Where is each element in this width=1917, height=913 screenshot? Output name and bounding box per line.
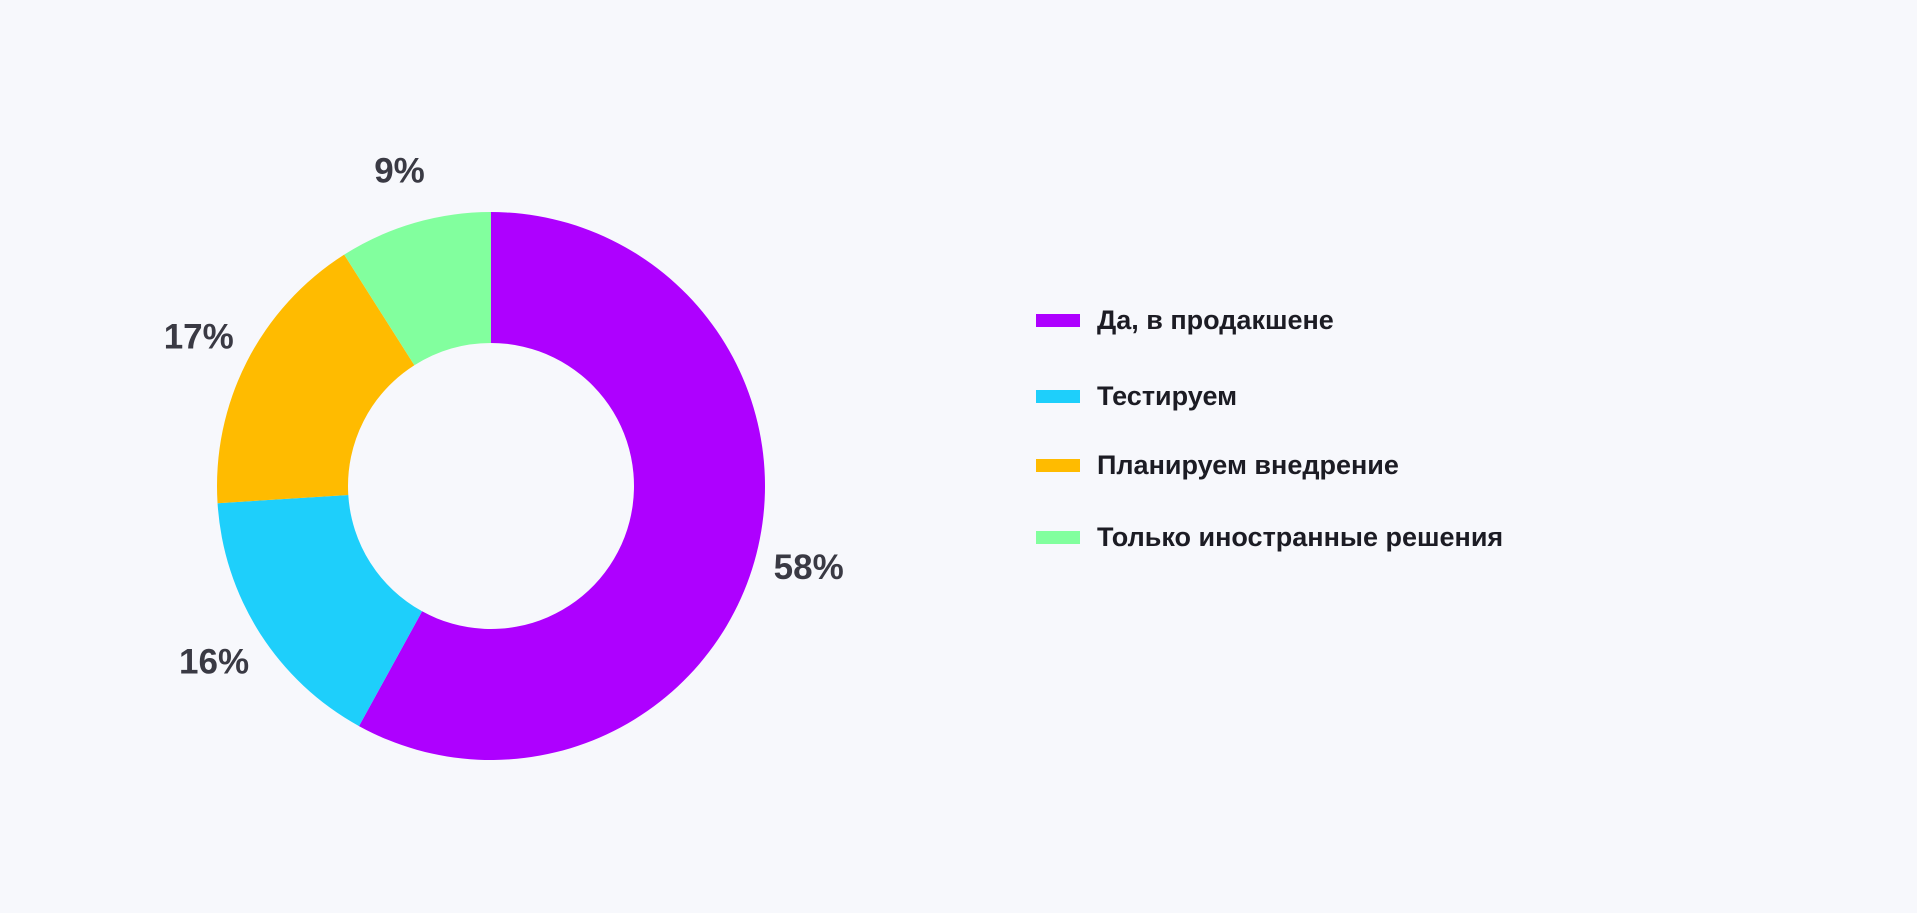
donut-slice-testing bbox=[217, 494, 423, 727]
legend-label: Тестируем bbox=[1097, 380, 1238, 411]
legend-swatch bbox=[1036, 530, 1080, 544]
legend-swatch bbox=[1036, 313, 1080, 327]
legend-item-production: Да, в продакшене bbox=[1036, 298, 1503, 342]
legend-item-planning: Планируем внедрение bbox=[1036, 443, 1503, 487]
legend-label: Только иностранные решения bbox=[1097, 521, 1504, 552]
legend-item-foreign-only: Только иностранные решения bbox=[1036, 515, 1503, 559]
donut-value-labels: 58% 16% 17% 9% bbox=[164, 152, 844, 682]
value-label-testing: 16% bbox=[179, 642, 249, 681]
donut-slices bbox=[217, 212, 765, 760]
legend-label: Планируем внедрение bbox=[1097, 449, 1399, 480]
value-label-foreign-only: 9% bbox=[374, 152, 425, 191]
value-label-production: 58% bbox=[774, 548, 844, 587]
legend-swatch bbox=[1036, 458, 1080, 472]
value-label-planning: 17% bbox=[164, 318, 234, 357]
donut-slice-planning bbox=[217, 254, 415, 504]
donut-slice-production bbox=[358, 212, 765, 760]
legend-item-testing: Тестируем bbox=[1036, 374, 1503, 418]
legend-swatch bbox=[1036, 389, 1080, 403]
donut-slice-foreign-only bbox=[344, 212, 491, 366]
legend: Да, в продакшене Тестируем Планируем вне… bbox=[1036, 298, 1503, 559]
legend-label: Да, в продакшене bbox=[1097, 304, 1334, 335]
